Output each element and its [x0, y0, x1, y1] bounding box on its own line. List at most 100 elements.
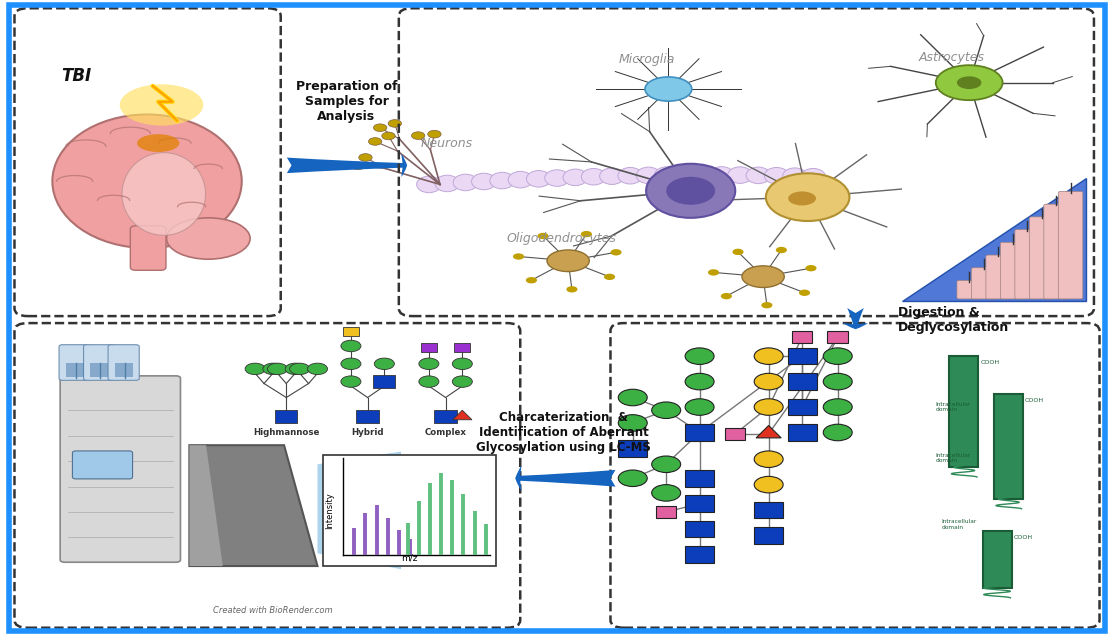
Polygon shape — [317, 452, 401, 569]
Ellipse shape — [527, 170, 551, 187]
FancyBboxPatch shape — [685, 521, 714, 537]
Circle shape — [685, 399, 714, 415]
Ellipse shape — [453, 174, 478, 191]
Circle shape — [267, 363, 287, 375]
Circle shape — [604, 273, 615, 280]
Circle shape — [775, 247, 786, 253]
Text: m/z: m/z — [401, 553, 418, 562]
Text: Complex: Complex — [424, 428, 467, 437]
Circle shape — [823, 399, 852, 415]
Ellipse shape — [655, 167, 680, 183]
Ellipse shape — [766, 173, 849, 221]
Circle shape — [754, 476, 783, 493]
Circle shape — [685, 348, 714, 364]
Circle shape — [359, 154, 372, 162]
Circle shape — [580, 231, 592, 237]
Circle shape — [805, 265, 817, 272]
Text: Intracellular
domain: Intracellular domain — [936, 402, 971, 412]
Circle shape — [369, 137, 382, 145]
Circle shape — [512, 253, 524, 259]
FancyBboxPatch shape — [983, 531, 1012, 588]
Circle shape — [382, 132, 395, 140]
Text: Neurons: Neurons — [421, 137, 473, 149]
Text: Highmannose: Highmannose — [253, 428, 320, 437]
Text: Astrocytes: Astrocytes — [919, 51, 985, 64]
Ellipse shape — [691, 167, 715, 183]
FancyBboxPatch shape — [754, 527, 783, 544]
Circle shape — [419, 376, 439, 387]
FancyBboxPatch shape — [84, 345, 115, 380]
FancyBboxPatch shape — [986, 255, 1010, 299]
Circle shape — [388, 120, 401, 127]
FancyBboxPatch shape — [66, 363, 84, 377]
Polygon shape — [902, 178, 1086, 301]
Ellipse shape — [742, 266, 784, 287]
Circle shape — [754, 348, 783, 364]
Text: Intracellular
domain: Intracellular domain — [941, 520, 977, 530]
Circle shape — [245, 363, 265, 375]
Circle shape — [652, 485, 681, 501]
Ellipse shape — [599, 168, 624, 184]
FancyBboxPatch shape — [788, 399, 817, 415]
Circle shape — [732, 249, 743, 255]
FancyBboxPatch shape — [59, 345, 90, 380]
Circle shape — [610, 249, 622, 256]
FancyBboxPatch shape — [356, 410, 379, 423]
Ellipse shape — [545, 170, 569, 186]
Ellipse shape — [746, 167, 771, 184]
FancyBboxPatch shape — [618, 440, 647, 457]
Text: TBI: TBI — [61, 67, 91, 85]
Circle shape — [452, 358, 472, 370]
Ellipse shape — [764, 167, 789, 184]
FancyBboxPatch shape — [108, 345, 139, 380]
Circle shape — [263, 363, 283, 375]
Circle shape — [652, 402, 681, 418]
Ellipse shape — [618, 167, 643, 184]
Circle shape — [341, 376, 361, 387]
Circle shape — [290, 363, 310, 375]
FancyBboxPatch shape — [957, 280, 981, 299]
FancyBboxPatch shape — [1000, 242, 1025, 299]
FancyBboxPatch shape — [788, 424, 817, 441]
Text: Charcaterization  &
Identification of Aberrant
Glycosylation using LC-MS: Charcaterization & Identification of Abe… — [477, 411, 651, 454]
FancyBboxPatch shape — [434, 410, 457, 423]
Ellipse shape — [563, 169, 587, 186]
FancyBboxPatch shape — [949, 356, 978, 467]
Ellipse shape — [508, 172, 532, 188]
Circle shape — [374, 358, 394, 370]
Text: COOH: COOH — [1014, 535, 1033, 540]
FancyBboxPatch shape — [1044, 204, 1068, 299]
Circle shape — [721, 293, 732, 300]
Circle shape — [285, 363, 305, 375]
Ellipse shape — [137, 134, 179, 152]
Ellipse shape — [710, 167, 734, 183]
Ellipse shape — [120, 84, 204, 126]
Polygon shape — [189, 445, 317, 566]
Ellipse shape — [673, 167, 697, 183]
FancyBboxPatch shape — [685, 470, 714, 487]
Circle shape — [428, 130, 441, 138]
Circle shape — [652, 456, 681, 473]
Ellipse shape — [471, 173, 496, 190]
Text: Intensity: Intensity — [325, 492, 334, 529]
Circle shape — [618, 389, 647, 406]
Ellipse shape — [636, 167, 661, 184]
Circle shape — [761, 302, 772, 308]
FancyBboxPatch shape — [685, 424, 714, 441]
Circle shape — [307, 363, 328, 375]
Circle shape — [823, 424, 852, 441]
Circle shape — [666, 177, 715, 205]
FancyBboxPatch shape — [788, 348, 817, 364]
Circle shape — [754, 399, 783, 415]
Ellipse shape — [801, 169, 825, 185]
FancyBboxPatch shape — [90, 363, 108, 377]
FancyBboxPatch shape — [1015, 230, 1039, 299]
Circle shape — [411, 132, 424, 139]
FancyBboxPatch shape — [994, 394, 1023, 499]
FancyBboxPatch shape — [1029, 217, 1054, 299]
FancyBboxPatch shape — [130, 226, 166, 270]
Ellipse shape — [582, 169, 606, 185]
Text: Hybrid: Hybrid — [351, 428, 384, 437]
Ellipse shape — [957, 76, 981, 89]
Circle shape — [754, 451, 783, 467]
